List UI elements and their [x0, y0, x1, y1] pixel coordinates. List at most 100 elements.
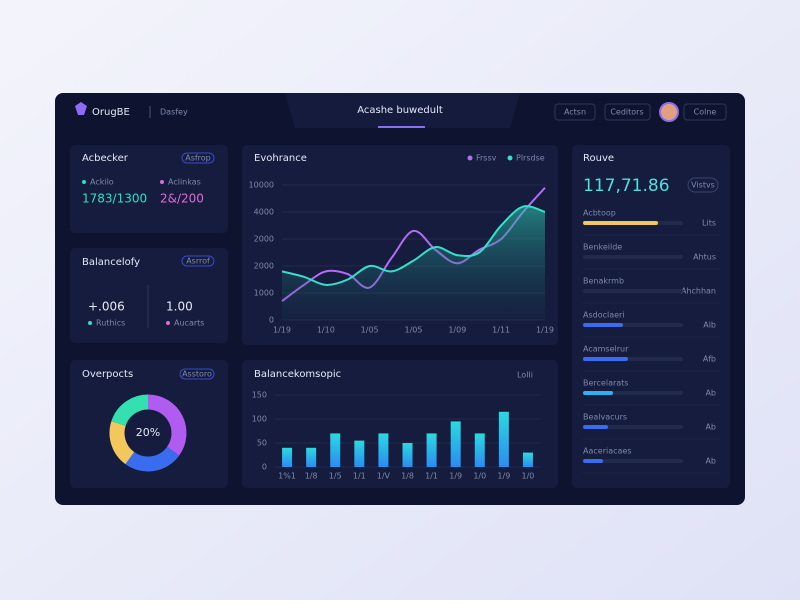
- donut-center: 20%: [136, 426, 160, 439]
- y-tick-label: 2000: [254, 235, 274, 244]
- dot: [82, 180, 86, 184]
- card-title: Balancelofy: [82, 257, 140, 268]
- row-right: Ab: [705, 457, 716, 466]
- area: [282, 206, 545, 320]
- legend-dot: [507, 155, 513, 161]
- button[interactable]: [604, 103, 651, 121]
- badge[interactable]: [181, 255, 215, 267]
- x-tick-label: 1/V: [377, 472, 391, 481]
- stat-value: 1783/1300: [82, 192, 147, 206]
- x-tick-label: 1/1: [353, 472, 366, 481]
- x-tick-label: 1/19: [273, 326, 291, 335]
- page-title: Acashe buwedult: [357, 105, 443, 116]
- card: [572, 145, 730, 488]
- balance-value: 1.00: [166, 300, 193, 314]
- avatar[interactable]: [659, 102, 679, 122]
- dot: [160, 180, 164, 184]
- line: [281, 205, 546, 286]
- brand: OrugBE: [92, 107, 130, 118]
- bar: [330, 433, 341, 467]
- row-label: Benakrmb: [583, 277, 624, 286]
- badge-label[interactable]: Vistvs: [691, 181, 715, 190]
- dot: [166, 321, 170, 325]
- bar: [474, 433, 485, 467]
- badge[interactable]: [181, 152, 215, 164]
- progress-bar: [583, 391, 613, 395]
- bar: [522, 452, 533, 467]
- x-tick-label: 1/5: [329, 472, 342, 481]
- card-title: Balancekomsopic: [254, 369, 341, 380]
- logo: [75, 102, 87, 115]
- bar: [498, 411, 509, 467]
- x-tick-label: 1/05: [361, 326, 379, 335]
- balance-value: +.006: [88, 300, 125, 314]
- badge-label[interactable]: Asstoro: [182, 370, 212, 379]
- progress-bar: [583, 221, 658, 225]
- progress-track: [583, 459, 683, 463]
- donut-segment: [109, 421, 135, 465]
- y-tick-label: 100: [252, 415, 267, 424]
- x-tick-label: 1/10: [317, 326, 335, 335]
- bar: [354, 440, 365, 467]
- row-right: Ahtus: [693, 253, 716, 262]
- progress-bar: [583, 357, 628, 361]
- button-label[interactable]: Ceditors: [610, 108, 643, 117]
- progress-bar: [583, 425, 608, 429]
- dot: [88, 321, 92, 325]
- card: [70, 248, 228, 343]
- row-right: Ab: [705, 389, 716, 398]
- y-tick-label: 50: [257, 439, 267, 448]
- row-right: Ahchhan: [681, 287, 716, 296]
- badge-label[interactable]: Lolli: [517, 371, 533, 380]
- y-tick-label: 0: [269, 316, 274, 325]
- badge[interactable]: [179, 368, 215, 380]
- bar: [282, 447, 293, 467]
- card: [70, 145, 228, 233]
- button[interactable]: [683, 103, 727, 121]
- bar: [426, 433, 437, 467]
- x-tick-label: 1/0: [473, 472, 486, 481]
- balance-label: Ruthics: [96, 319, 125, 328]
- row-right: Alb: [703, 321, 716, 330]
- x-tick-label: 1/11: [492, 326, 510, 335]
- row-label: Aaceriacaes: [583, 447, 632, 456]
- y-tick-label: 1000: [254, 289, 274, 298]
- x-tick-label: 1%1: [278, 472, 296, 481]
- badge[interactable]: [687, 177, 719, 193]
- legend-label: Frssv: [476, 154, 497, 163]
- title-tab: [285, 93, 520, 128]
- row-label: Bealvacurs: [583, 413, 627, 422]
- button[interactable]: [554, 103, 596, 121]
- row-right: Afb: [703, 355, 716, 364]
- card-title: Rouve: [583, 153, 614, 164]
- y-tick-label: 10000: [249, 181, 274, 190]
- progress-track: [583, 425, 683, 429]
- y-tick-label: 0: [262, 463, 267, 472]
- nav-link[interactable]: Dasfey: [160, 108, 188, 117]
- stat-label: Ackilo: [90, 178, 114, 187]
- row-label: Benkeilde: [583, 243, 622, 252]
- badge-label[interactable]: Asfrop: [185, 154, 211, 163]
- badge-label[interactable]: Asrrof: [186, 257, 210, 266]
- stat-label: Aclinkas: [168, 178, 201, 187]
- bar: [402, 443, 413, 467]
- x-tick-label: 1/05: [405, 326, 423, 335]
- button-label[interactable]: Actsn: [564, 108, 586, 117]
- button-label[interactable]: Colne: [694, 108, 717, 117]
- legend-label: Plrsdse: [516, 154, 545, 163]
- legend-dot: [467, 155, 473, 161]
- row-label: Asdoclaeri: [583, 311, 625, 320]
- bar: [450, 421, 461, 467]
- row-label: Acbtoop: [583, 209, 616, 218]
- card: [70, 360, 228, 488]
- card-title: Acbecker: [82, 153, 129, 164]
- amount: 117,71.86: [583, 176, 670, 196]
- progress-track: [583, 289, 683, 293]
- y-tick-label: 4000: [254, 208, 274, 217]
- bar: [378, 433, 389, 467]
- row-label: Bercelarats: [583, 379, 628, 388]
- progress-bar: [583, 323, 623, 327]
- x-tick-label: 1/19: [536, 326, 554, 335]
- x-tick-label: 1/09: [448, 326, 466, 335]
